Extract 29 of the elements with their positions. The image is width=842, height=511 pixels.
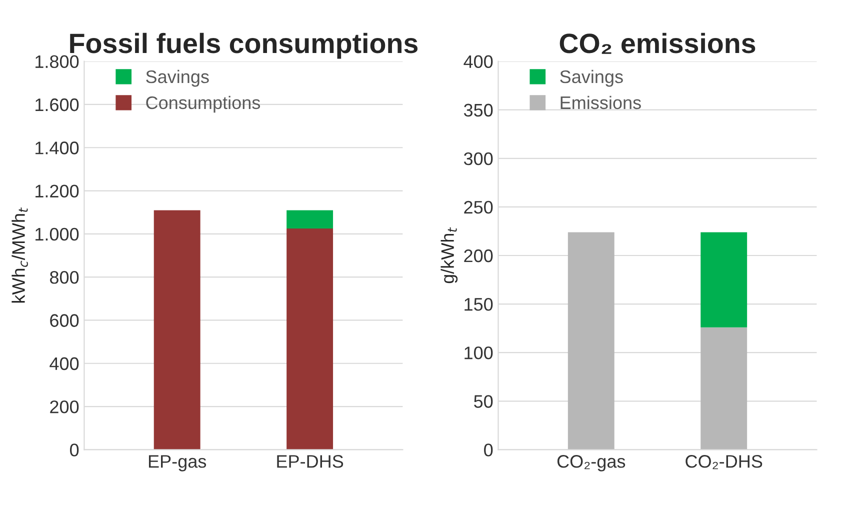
y-tick-label: 200 <box>464 249 493 262</box>
y-tick-label: 1.200 <box>36 184 79 198</box>
x-tick-label: EP-gas <box>148 455 206 472</box>
y-tick-label: 1.000 <box>36 228 79 241</box>
y-tick-label: 0 <box>70 444 79 456</box>
y-tick-label: 1.400 <box>36 142 79 154</box>
y-tick-label: 250 <box>464 200 493 214</box>
y-tick-label: 400 <box>464 55 493 68</box>
x-tick-label: CO₂-gas <box>557 455 626 472</box>
y-tick-label: 800 <box>50 271 79 284</box>
legend-label: Consumptions <box>146 96 260 113</box>
legend-label: Savings <box>560 70 623 87</box>
y-tick-label: 0 <box>484 444 493 456</box>
x-tick-label: EP-DHS <box>277 455 344 468</box>
y-axis-title: g/kWh$_{t}$ <box>440 227 458 284</box>
y-tick-label: 600 <box>50 314 79 327</box>
y-tick-label: 400 <box>50 357 79 370</box>
x-tick-label: CO₂-DHS <box>686 455 762 470</box>
legend-label: Emissions <box>560 96 641 110</box>
y-tick-label: 1.600 <box>36 98 79 112</box>
y-tick-label: 350 <box>464 104 493 117</box>
legend-label: Savings <box>146 70 209 87</box>
chart-title: CO₂ emissions <box>560 32 756 54</box>
y-tick-label: 50 <box>474 395 493 408</box>
y-tick-label: 300 <box>464 152 493 166</box>
y-tick-label: 100 <box>464 346 493 360</box>
y-tick-label: 150 <box>464 298 493 311</box>
y-tick-label: 200 <box>50 400 79 414</box>
y-axis-title: kWh$_{c}$/MWh$_{t}$ <box>12 207 28 303</box>
